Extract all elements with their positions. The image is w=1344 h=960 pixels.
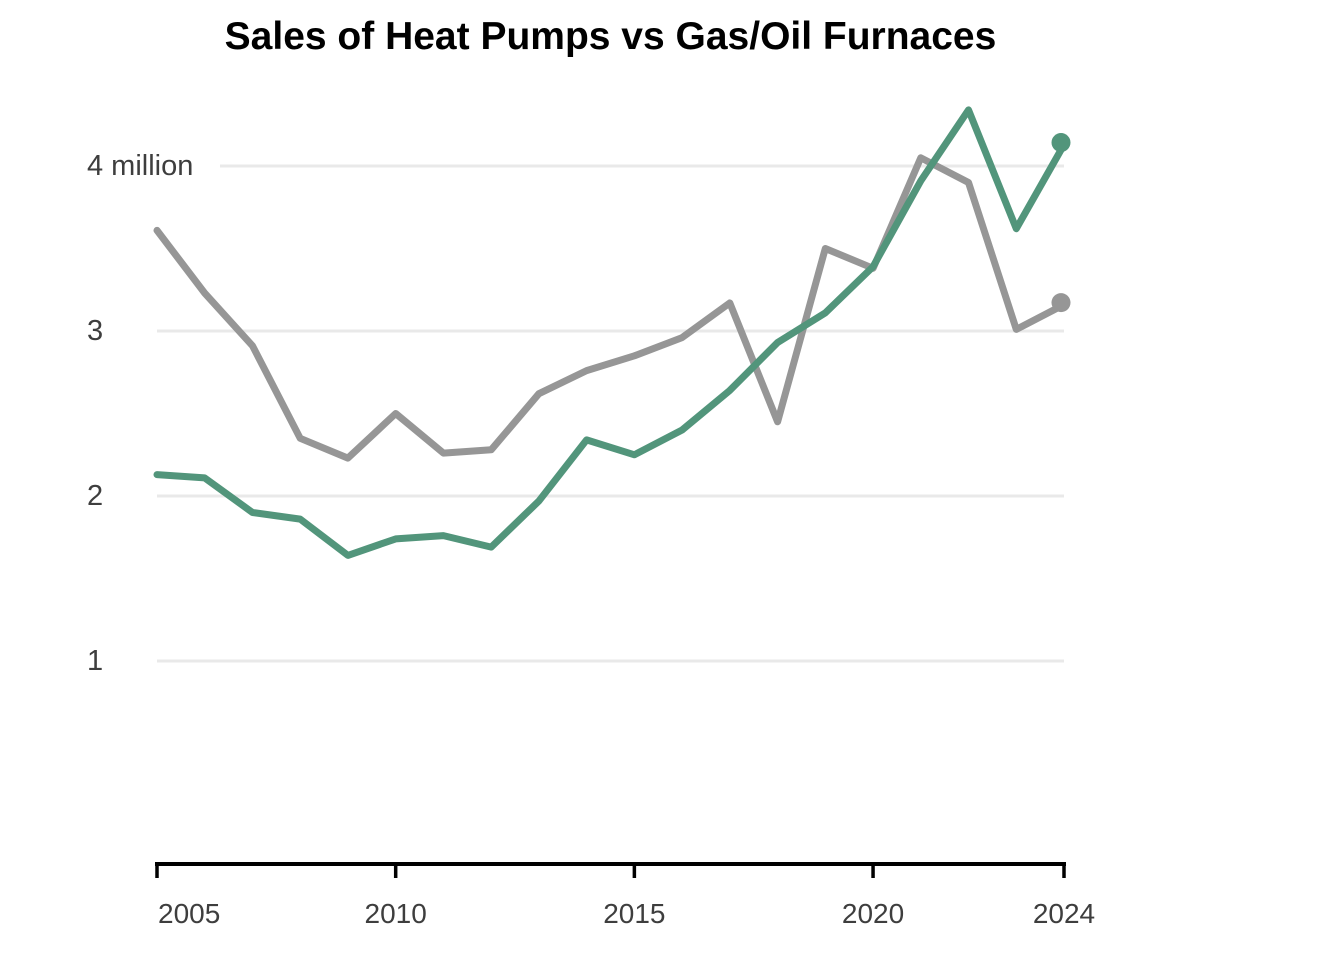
x-axis-tick-label-2005: 2005 (158, 898, 220, 929)
x-axis-tick-label-2015: 2015 (603, 898, 665, 929)
series-end-dot-heat-pumps (1051, 133, 1071, 153)
y-axis-tick-label-2m: 2 (87, 480, 103, 512)
line-chart-plot-area: 4 million 3 2 1 2005 2010 2015 2020 2024 (87, 106, 1095, 929)
chart: Sales of Heat Pumps vs Gas/Oil Furnaces … (40, 15, 1344, 960)
series-line-gas-oil-furnaces (153, 154, 1068, 462)
x-axis-tick-label-2024: 2024 (1033, 898, 1095, 929)
series-end-dot-gas-oil-furnaces (1051, 293, 1071, 313)
x-axis-tick-label-2010: 2010 (365, 898, 427, 929)
y-axis-tick-label-4m: 4 million (87, 150, 193, 182)
y-axis-tick-label-1m: 1 (87, 645, 103, 677)
series-line-heat-pumps (153, 106, 1068, 559)
chart-title: Sales of Heat Pumps vs Gas/Oil Furnaces (224, 15, 997, 58)
y-axis-tick-label-3m: 3 (87, 315, 103, 347)
x-axis-tick-label-2020: 2020 (842, 898, 904, 929)
